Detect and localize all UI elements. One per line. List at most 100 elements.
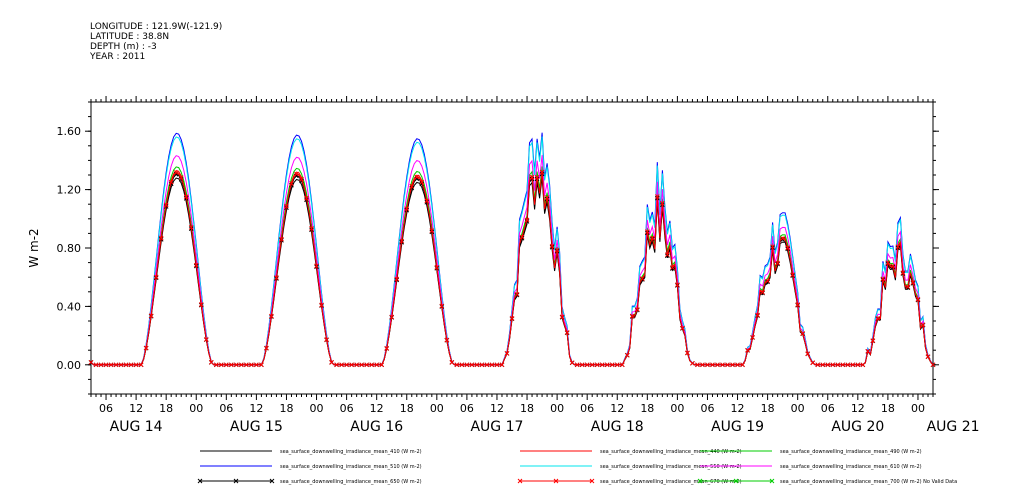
legend-layer: sea_surface_downwelling_irradiance_mean_…	[197, 449, 957, 485]
series-marker	[930, 362, 936, 368]
series-marker	[284, 203, 289, 209]
series-marker	[629, 313, 635, 319]
series-marker	[459, 362, 465, 368]
x-hour-label: 06	[219, 402, 233, 415]
series-marker	[639, 276, 645, 281]
legend-label: sea_surface_downwelling_irradiance_mean_…	[280, 464, 422, 470]
series-marker	[770, 244, 775, 249]
series-marker	[715, 362, 720, 368]
series-line	[90, 170, 934, 366]
series-marker	[419, 179, 425, 185]
series-marker	[118, 362, 124, 368]
series-marker	[554, 247, 560, 253]
series-marker	[765, 279, 770, 285]
series-marker	[279, 236, 284, 242]
x-date-label: AUG 20	[831, 419, 884, 435]
legend-marker	[553, 478, 559, 484]
series-marker	[564, 330, 570, 335]
x-hour-label: 12	[731, 402, 745, 415]
series-marker	[93, 362, 99, 368]
series-marker	[905, 285, 911, 291]
series-marker	[389, 314, 395, 320]
series-marker	[173, 170, 179, 175]
series-marker	[855, 362, 861, 368]
series-marker	[805, 351, 811, 357]
series-marker	[529, 174, 535, 180]
legend-label: sea_surface_downwelling_irradiance_mean_…	[780, 464, 922, 470]
x-hour-label: 18	[279, 402, 293, 415]
series-line	[90, 136, 934, 366]
series-marker	[735, 362, 740, 368]
x-hour-label: 12	[129, 402, 143, 415]
x-hour-label: 12	[370, 402, 384, 415]
x-hour-label: 12	[249, 402, 263, 415]
series-marker	[915, 297, 921, 302]
series-marker	[609, 362, 615, 368]
series-marker	[665, 253, 670, 259]
series-marker	[88, 359, 94, 365]
series-marker	[680, 325, 685, 331]
series-marker	[153, 274, 159, 280]
series-marker	[905, 284, 911, 290]
legend-marker	[233, 478, 239, 484]
x-date-label: AUG 16	[350, 419, 403, 435]
series-layer	[88, 132, 936, 368]
series-marker	[755, 312, 760, 318]
legend-marker	[769, 478, 775, 484]
series-marker	[374, 362, 380, 368]
series-marker	[434, 265, 440, 270]
plot-header: LONGITUDE : 121.9W(-121.9) LATITUDE : 38…	[90, 22, 222, 62]
series-marker	[138, 362, 144, 368]
series-marker	[414, 174, 420, 180]
series-marker	[309, 226, 314, 231]
series-marker	[188, 224, 194, 230]
x-date-label: AUG 21	[927, 419, 980, 435]
series-marker	[509, 315, 515, 321]
series-marker	[579, 362, 585, 368]
y-tick-label: 1.20	[57, 184, 82, 197]
series-marker	[349, 362, 354, 368]
series-marker	[504, 350, 510, 356]
series-marker	[158, 235, 164, 241]
series-marker	[539, 169, 545, 175]
series-marker	[820, 362, 826, 368]
legend-label: sea_surface_downwelling_irradiance_mean_…	[600, 479, 742, 485]
series-marker	[429, 228, 435, 233]
series-marker	[474, 362, 480, 368]
longitude-label: LONGITUDE : 121.9W(-121.9)	[90, 22, 223, 32]
x-hour-label: 00	[670, 402, 684, 415]
series-marker	[850, 362, 856, 368]
legend-marker	[733, 478, 739, 484]
x-date-label: AUG 14	[110, 419, 163, 435]
legend-label: sea_surface_downwelling_irradiance_mean_…	[280, 449, 422, 455]
series-marker	[649, 235, 655, 241]
series-marker	[108, 362, 114, 368]
x-hour-label: 12	[490, 402, 504, 415]
series-marker	[239, 362, 244, 368]
series-marker	[835, 362, 841, 368]
series-marker	[875, 316, 881, 321]
series-marker	[624, 352, 630, 358]
series-marker	[740, 362, 745, 368]
series-marker	[860, 362, 866, 368]
series-marker	[895, 244, 901, 250]
series-marker	[113, 362, 119, 368]
series-marker	[795, 302, 801, 307]
series-marker	[830, 362, 836, 368]
series-marker	[319, 302, 324, 308]
series-marker	[870, 338, 876, 343]
x-hour-label: 06	[821, 402, 835, 415]
series-marker	[193, 262, 199, 268]
series-marker	[223, 362, 229, 368]
x-hour-label: 06	[99, 402, 113, 415]
series-marker	[208, 359, 214, 365]
series-marker	[123, 362, 129, 368]
year-label: YEAR : 2011	[90, 52, 146, 62]
series-marker	[499, 362, 505, 368]
series-marker	[404, 206, 410, 212]
series-marker	[574, 362, 580, 368]
series-marker	[800, 331, 806, 336]
series-marker	[670, 265, 675, 270]
series-marker	[264, 345, 269, 351]
series-marker	[274, 275, 279, 281]
